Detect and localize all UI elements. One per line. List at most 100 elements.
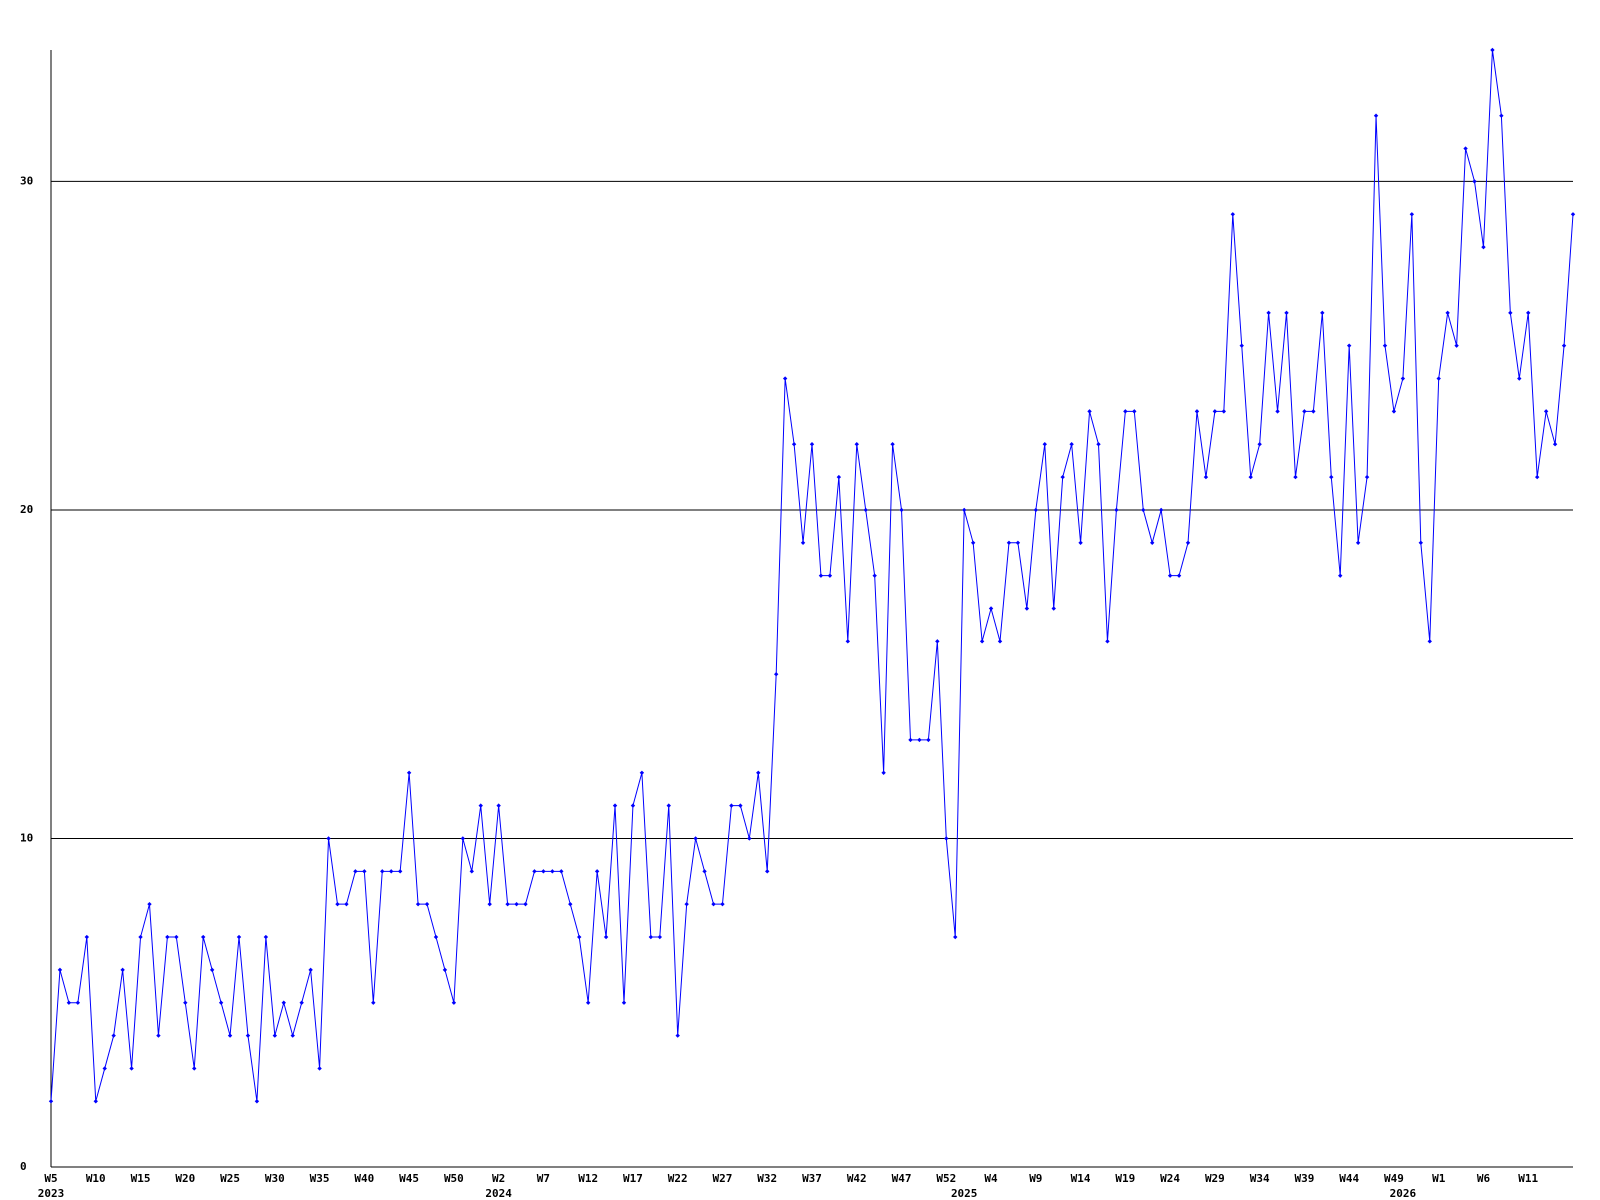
x-year-label: 2023 (38, 1187, 65, 1200)
data-point (66, 1000, 72, 1005)
data-point (1552, 442, 1558, 447)
data-point (478, 803, 483, 808)
data-point (854, 442, 859, 447)
data-point (1015, 540, 1021, 545)
data-point (1096, 442, 1101, 447)
data-point (1248, 474, 1253, 480)
data-point (1543, 409, 1549, 414)
data-point (1561, 343, 1567, 348)
data-point (1257, 442, 1262, 447)
data-point (738, 803, 743, 808)
data-point (183, 1000, 188, 1005)
data-point (424, 901, 430, 907)
data-point (648, 934, 654, 940)
data-point (460, 836, 466, 841)
data-point (1158, 507, 1164, 513)
data-point (1355, 540, 1361, 545)
data-point (353, 869, 358, 874)
data-point (469, 869, 474, 874)
data-point (603, 934, 609, 940)
data-point (1194, 409, 1200, 414)
data-point (550, 869, 555, 874)
data-point (568, 901, 573, 907)
data-point (621, 1000, 627, 1005)
x-tick-label: W14 (1071, 1172, 1091, 1185)
data-point (227, 1033, 233, 1038)
data-point (1293, 474, 1298, 480)
data-point (1230, 212, 1235, 217)
x-year-label: 2024 (485, 1187, 512, 1200)
data-point (1203, 474, 1209, 480)
data-point (1409, 212, 1415, 217)
data-point (1454, 343, 1459, 348)
data-point (1150, 540, 1155, 545)
data-point (1042, 442, 1047, 447)
x-tick-label: W6 (1477, 1172, 1491, 1185)
x-year-label: 2026 (1390, 1187, 1417, 1200)
x-tick-label: W30 (265, 1172, 285, 1185)
data-point (1508, 310, 1513, 316)
data-point (747, 836, 752, 841)
x-tick-label: W11 (1518, 1172, 1538, 1185)
data-point (308, 967, 313, 973)
data-point (1481, 244, 1486, 250)
data-point (630, 803, 636, 808)
data-point (1123, 409, 1128, 414)
data-point (594, 869, 600, 874)
data-point (57, 967, 63, 973)
data-point (666, 803, 671, 808)
data-point (1167, 573, 1173, 578)
data-point (800, 540, 806, 545)
data-point (335, 901, 340, 907)
data-point (541, 869, 546, 874)
x-tick-label: W39 (1294, 1172, 1314, 1185)
x-tick-label: W47 (892, 1172, 912, 1185)
data-point (639, 770, 645, 775)
data-point (1302, 409, 1307, 414)
x-tick-label: W17 (623, 1172, 643, 1185)
data-point (720, 901, 725, 907)
y-tick-label: 0 (20, 1160, 27, 1173)
data-point (684, 901, 689, 907)
data-point (836, 474, 842, 480)
data-point (1132, 409, 1137, 414)
data-point (1069, 442, 1074, 447)
data-point (1373, 113, 1379, 118)
data-point (953, 934, 958, 940)
data-point (1463, 146, 1468, 151)
data-point (93, 1099, 98, 1104)
x-tick-label: W20 (175, 1172, 195, 1185)
data-point (1391, 409, 1397, 414)
data-point (1266, 310, 1271, 316)
x-tick-label: W24 (1160, 1172, 1180, 1185)
data-point (317, 1066, 322, 1071)
data-point (290, 1033, 295, 1038)
data-point (917, 737, 922, 743)
x-tick-label: W10 (86, 1172, 106, 1185)
x-tick-label: W1 (1432, 1172, 1446, 1185)
data-point (1078, 540, 1083, 545)
data-point (863, 507, 868, 513)
data-point (514, 901, 519, 907)
data-point (1024, 606, 1030, 611)
data-point (1472, 179, 1477, 184)
data-point (129, 1066, 134, 1071)
data-point (487, 901, 492, 907)
data-point (344, 901, 349, 907)
data-point (1212, 409, 1218, 414)
data-point (1570, 212, 1576, 217)
data-point (111, 1033, 116, 1038)
data-point (218, 1000, 224, 1005)
data-point (1427, 639, 1432, 644)
x-tick-label: W45 (399, 1172, 419, 1185)
data-point (1239, 343, 1244, 348)
data-point (1364, 474, 1370, 480)
data-point (209, 967, 215, 973)
data-point (263, 934, 269, 940)
data-point (174, 934, 179, 940)
data-point (1051, 606, 1056, 611)
data-point (881, 770, 886, 775)
data-point (845, 639, 851, 644)
x-tick-label: W19 (1115, 1172, 1135, 1185)
data-point (1526, 310, 1531, 316)
